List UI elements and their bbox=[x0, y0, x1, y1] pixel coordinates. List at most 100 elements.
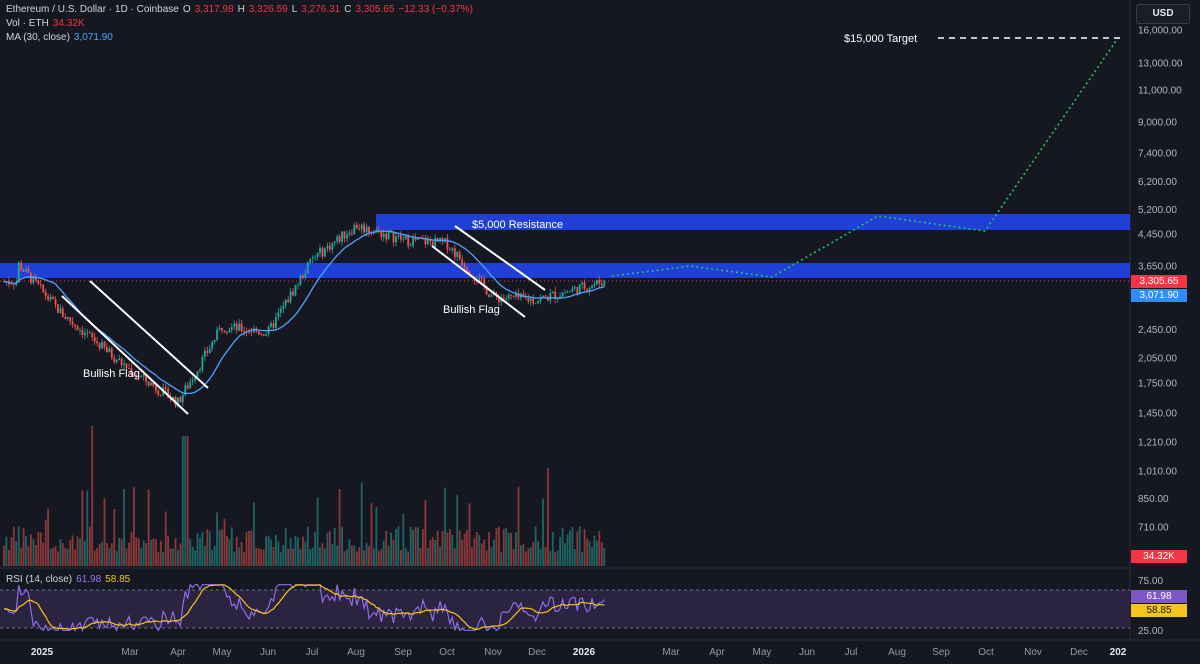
time-tick-label: Jul bbox=[306, 647, 319, 658]
symbol-legend[interactable]: Ethereum / U.S. Dollar · 1D · Coinbase O 3… bbox=[6, 4, 477, 16]
candle-body bbox=[353, 224, 356, 234]
candle-body bbox=[52, 296, 54, 300]
volume-bar bbox=[93, 550, 96, 566]
volume-bar bbox=[493, 539, 495, 566]
candle-body bbox=[529, 298, 532, 302]
volume-bar bbox=[596, 540, 598, 566]
candle-body bbox=[91, 333, 94, 338]
volume-bar bbox=[147, 489, 150, 566]
close-label: C bbox=[344, 4, 352, 15]
time-tick-label: Apr bbox=[170, 647, 186, 658]
volume-bar bbox=[174, 538, 177, 566]
candle-body bbox=[59, 308, 62, 313]
candle-body bbox=[358, 228, 361, 230]
volume-bar bbox=[113, 508, 116, 566]
ma-price-badge: 3,071.90 bbox=[1131, 289, 1187, 302]
volume-bar bbox=[353, 545, 356, 566]
volume-bar bbox=[539, 549, 542, 566]
candle-body bbox=[588, 287, 591, 291]
volume-bar bbox=[512, 548, 515, 566]
price-tick-label: 710.00 bbox=[1138, 523, 1169, 534]
time-tick-label: May bbox=[213, 647, 232, 658]
volume-bar bbox=[81, 490, 84, 566]
volume-bar bbox=[25, 536, 27, 566]
time-axis[interactable]: 2025 Mar Apr May Jun Jul Aug Sep Oct Nov Dec 2026 Ma… bbox=[31, 647, 1127, 658]
volume-bar bbox=[475, 532, 478, 566]
ma-line bbox=[3, 230, 605, 395]
volume-bar bbox=[377, 551, 380, 566]
candle-body bbox=[596, 279, 598, 285]
volume-bar bbox=[260, 549, 263, 566]
candle-body bbox=[226, 332, 228, 333]
candle-body bbox=[216, 329, 218, 341]
volume-bar bbox=[309, 549, 312, 566]
candle-body bbox=[230, 326, 233, 330]
candle-body bbox=[201, 356, 204, 370]
rsi-ma-badge: 58.85 bbox=[1131, 604, 1187, 617]
volume-bar bbox=[566, 534, 569, 566]
volume-bar bbox=[88, 526, 91, 566]
candle-body bbox=[196, 371, 199, 378]
rsi-legend[interactable]: RSI (14, close) 61.98 58.85 bbox=[6, 574, 134, 586]
volume-bar bbox=[201, 532, 204, 566]
volume-legend[interactable]: Vol · ETH 34.32K bbox=[6, 18, 89, 30]
candle-body bbox=[426, 239, 429, 245]
price-tick-label: 1,450.00 bbox=[1138, 409, 1177, 420]
candle-body bbox=[206, 350, 209, 353]
candle-body bbox=[167, 388, 169, 398]
currency-button[interactable]: USD bbox=[1136, 4, 1190, 24]
flag2-annotation: Bullish Flag bbox=[443, 304, 500, 316]
volume-bar bbox=[387, 546, 390, 566]
candle-body bbox=[409, 245, 412, 247]
candle-body bbox=[125, 363, 128, 368]
candle-body bbox=[456, 252, 459, 257]
candle-body bbox=[297, 284, 299, 286]
volume-bar bbox=[502, 528, 505, 566]
volume-bar bbox=[76, 536, 79, 566]
volume-bar bbox=[235, 536, 238, 566]
volume-bar bbox=[294, 535, 297, 566]
volume-bar bbox=[125, 548, 128, 566]
candle-body bbox=[142, 374, 145, 377]
volume-bar bbox=[213, 545, 216, 566]
volume-bar bbox=[554, 552, 557, 566]
volume-bar bbox=[159, 540, 162, 566]
volume-bar bbox=[191, 546, 194, 566]
time-tick-label: Mar bbox=[121, 647, 139, 658]
candle-body bbox=[284, 299, 287, 306]
volume-bar bbox=[218, 530, 221, 566]
candle-body bbox=[544, 295, 547, 297]
volume-bar bbox=[341, 526, 343, 566]
candle-body bbox=[537, 300, 539, 304]
time-tick-label: 202 bbox=[1110, 647, 1127, 658]
volume-bar bbox=[436, 530, 439, 566]
candle-body bbox=[586, 288, 588, 291]
symbol-name[interactable]: Ethereum / U.S. Dollar · 1D · Coinbase bbox=[6, 4, 179, 15]
volume-bar bbox=[441, 530, 444, 566]
volume-bar bbox=[407, 551, 410, 566]
volume-bar bbox=[216, 512, 218, 566]
price-axis[interactable]: 16,000.00 13,000.00 11,000.00 9,000.00 7,400… bbox=[1138, 26, 1183, 534]
ma-legend[interactable]: MA (30, close) 3,071.90 bbox=[6, 32, 117, 44]
candle-body bbox=[549, 293, 552, 301]
candle-body bbox=[211, 342, 214, 349]
price-tick-label: 5,200.00 bbox=[1138, 205, 1177, 216]
time-tick-label: Jul bbox=[845, 647, 858, 658]
candle-body bbox=[581, 282, 584, 285]
candle-body bbox=[431, 241, 434, 247]
candle-body bbox=[527, 297, 530, 302]
volume-bar bbox=[314, 532, 316, 566]
volume-bar bbox=[27, 546, 30, 566]
candle-body bbox=[35, 276, 37, 281]
candle-body bbox=[86, 332, 89, 334]
volume-bar bbox=[86, 490, 89, 566]
rsi-badge: 61.98 bbox=[1131, 590, 1187, 603]
candle-body bbox=[133, 374, 135, 376]
candle-body bbox=[441, 238, 444, 242]
volume-bar bbox=[179, 543, 182, 566]
volume-bar bbox=[517, 486, 520, 566]
volume-bar bbox=[5, 536, 8, 566]
volume-bar bbox=[449, 529, 451, 566]
volume-bar bbox=[279, 551, 282, 566]
